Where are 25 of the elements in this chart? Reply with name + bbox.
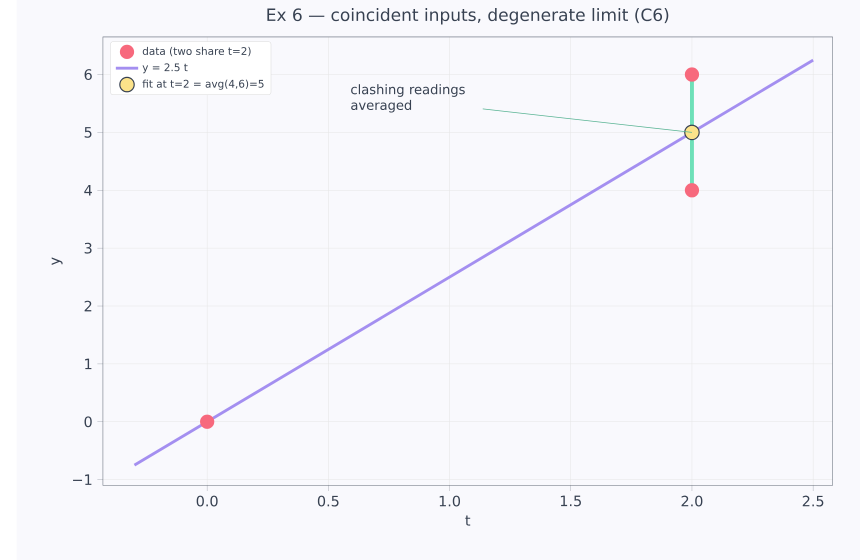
y-tick-label: 0 bbox=[84, 416, 92, 428]
y-tick-label: −1 bbox=[73, 474, 92, 485]
x-tick-label: 0.0 bbox=[196, 496, 218, 507]
y-tick-label: 5 bbox=[84, 127, 92, 138]
point bbox=[684, 124, 700, 140]
x-tick-label: 0.5 bbox=[318, 496, 339, 507]
legend-label: data (two share t=2) bbox=[142, 46, 251, 56]
x-tick-label: 1.5 bbox=[560, 496, 581, 506]
point bbox=[684, 67, 700, 82]
chart-title: Ex 6 — coincident inputs, degenerate limit (C6) bbox=[267, 8, 668, 24]
x-axis-title: t bbox=[465, 516, 470, 526]
annotation: clashing readings averaged bbox=[351, 84, 465, 113]
legend-label: fit at t=2 = avg(4,6)=5 bbox=[142, 80, 264, 90]
y-tick-label: 2 bbox=[84, 300, 92, 312]
point bbox=[684, 183, 700, 198]
y-axis-title: y bbox=[52, 257, 63, 266]
y-tick-label: 6 bbox=[84, 69, 92, 80]
y-tick-label: 3 bbox=[84, 242, 92, 254]
y-tick-label: 4 bbox=[84, 185, 92, 196]
y-tick-label: 1 bbox=[85, 358, 92, 370]
point bbox=[200, 414, 214, 429]
x-tick-label: 2.5 bbox=[802, 496, 824, 507]
x-tick-label: 1.0 bbox=[440, 496, 460, 507]
legend-label: y = 2.5 t bbox=[142, 63, 188, 74]
x-tick-label: 2.0 bbox=[682, 496, 702, 507]
